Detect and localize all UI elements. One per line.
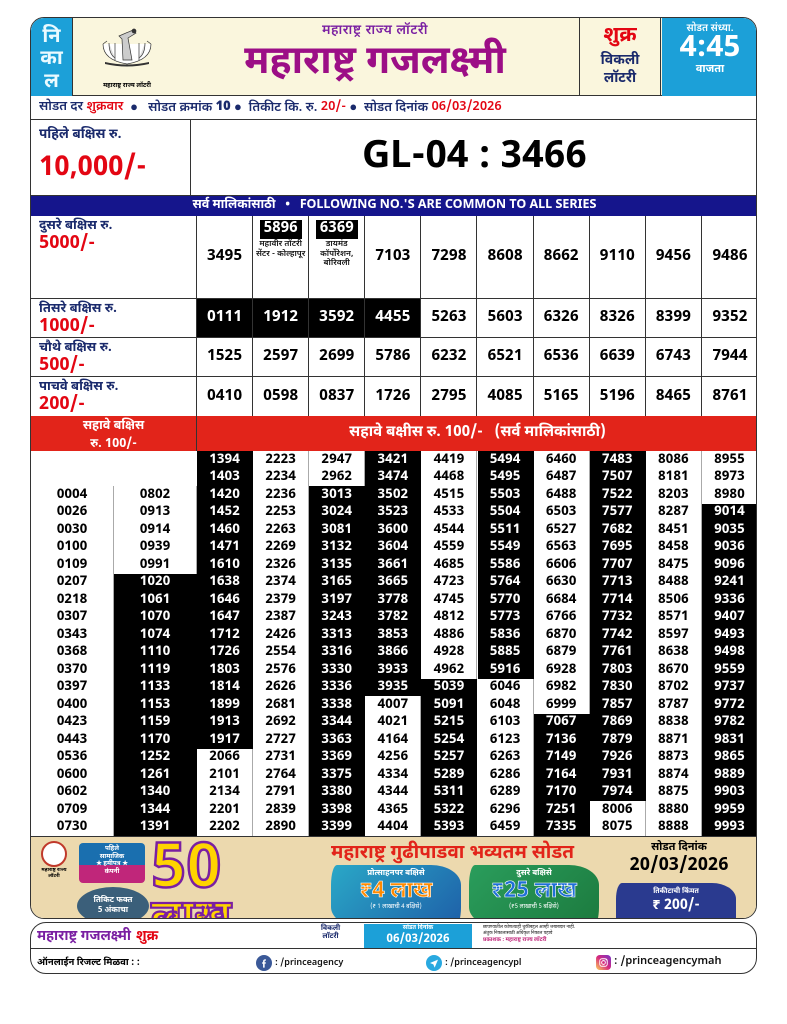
svg-text:लाख: लाख [151,892,232,919]
